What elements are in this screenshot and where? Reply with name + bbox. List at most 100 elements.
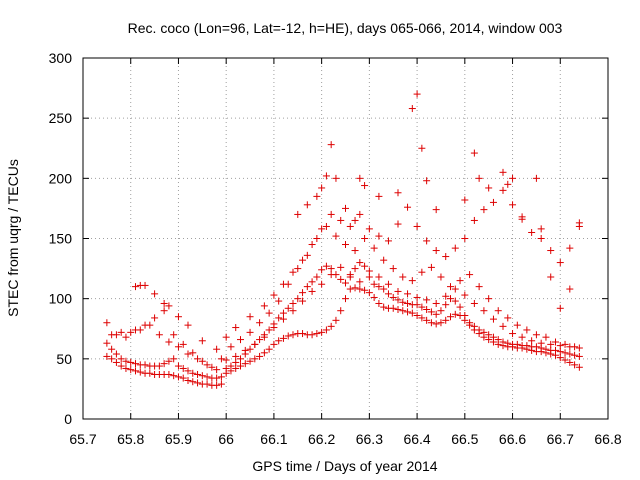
data-point (509, 330, 517, 338)
data-point (470, 216, 478, 224)
data-point (117, 355, 125, 363)
data-point (489, 333, 497, 341)
data-point (208, 363, 216, 371)
data-point (174, 362, 182, 370)
x-tick-label: 66.4 (403, 431, 430, 447)
data-point (203, 373, 211, 381)
data-point (246, 357, 254, 365)
data-point (170, 372, 178, 380)
data-point (251, 355, 259, 363)
data-point (213, 374, 221, 382)
data-point (356, 259, 364, 267)
data-point (523, 326, 531, 334)
data-point (561, 340, 569, 348)
data-point (408, 309, 416, 317)
data-point (351, 216, 359, 224)
data-point (342, 204, 349, 212)
y-tick-label: 0 (64, 411, 72, 427)
data-point (299, 289, 307, 297)
data-point (466, 319, 474, 327)
data-point (141, 281, 149, 289)
data-point (155, 362, 163, 370)
data-point (294, 265, 302, 273)
data-point (322, 326, 330, 334)
data-point (117, 362, 125, 370)
data-point (509, 174, 517, 182)
data-point (389, 293, 397, 301)
data-point (270, 340, 278, 348)
data-point (265, 309, 273, 317)
data-point (365, 225, 373, 233)
data-point (365, 273, 373, 281)
data-point (260, 302, 268, 310)
data-point (413, 222, 421, 230)
data-point (399, 307, 407, 315)
data-point (318, 184, 326, 192)
data-point (237, 355, 244, 363)
data-point (432, 320, 440, 328)
data-point (117, 328, 125, 336)
data-point (380, 256, 388, 264)
data-point (342, 241, 349, 249)
data-point (342, 295, 349, 303)
data-point (337, 216, 345, 224)
data-point (384, 237, 392, 245)
data-point (480, 206, 488, 214)
data-point (294, 210, 302, 218)
data-point (499, 186, 507, 194)
data-point (518, 333, 526, 341)
data-point (571, 361, 579, 369)
data-point (275, 337, 283, 345)
data-point (566, 350, 574, 358)
data-point (552, 346, 559, 354)
data-point (461, 235, 469, 242)
data-point (203, 380, 211, 388)
data-point (332, 316, 340, 324)
data-point (365, 267, 373, 275)
data-point (313, 330, 321, 338)
data-point (518, 213, 526, 221)
data-point (566, 358, 574, 366)
data-point (270, 324, 278, 332)
data-point (504, 314, 512, 322)
data-point (461, 291, 469, 299)
data-point (380, 303, 388, 311)
data-point (327, 271, 335, 279)
x-axis-label: GPS time / Days of year 2014 (252, 458, 437, 474)
grid-lines (83, 58, 608, 419)
data-point (256, 336, 264, 344)
data-point (571, 351, 579, 359)
data-point (132, 283, 139, 291)
chart-title: Rec. coco (Lon=96, Lat=-12, h=HE), days … (128, 20, 563, 36)
x-tick-label: 66.2 (308, 431, 335, 447)
data-point (351, 284, 359, 292)
data-point (327, 265, 335, 273)
y-axis-label: STEC from uqrg / TECUs (5, 159, 21, 317)
data-point (442, 301, 450, 309)
data-point (198, 372, 206, 380)
data-point (346, 222, 354, 230)
data-point (432, 310, 440, 318)
data-point (303, 251, 311, 259)
data-point (485, 184, 493, 192)
data-point (375, 232, 383, 240)
data-point (556, 304, 564, 312)
data-point (155, 331, 163, 339)
y-tick-label: 50 (56, 351, 72, 367)
data-point (370, 293, 378, 301)
data-point (556, 354, 564, 362)
data-point (494, 307, 502, 315)
data-point (499, 322, 507, 330)
data-point (122, 364, 130, 372)
data-point (423, 177, 431, 185)
data-point (222, 356, 230, 364)
data-point (184, 321, 192, 329)
data-point (537, 235, 545, 242)
data-point (112, 331, 120, 339)
data-point (265, 345, 273, 353)
data-point (184, 376, 192, 384)
data-point (461, 312, 469, 320)
data-point (122, 357, 130, 365)
data-point (513, 340, 521, 348)
